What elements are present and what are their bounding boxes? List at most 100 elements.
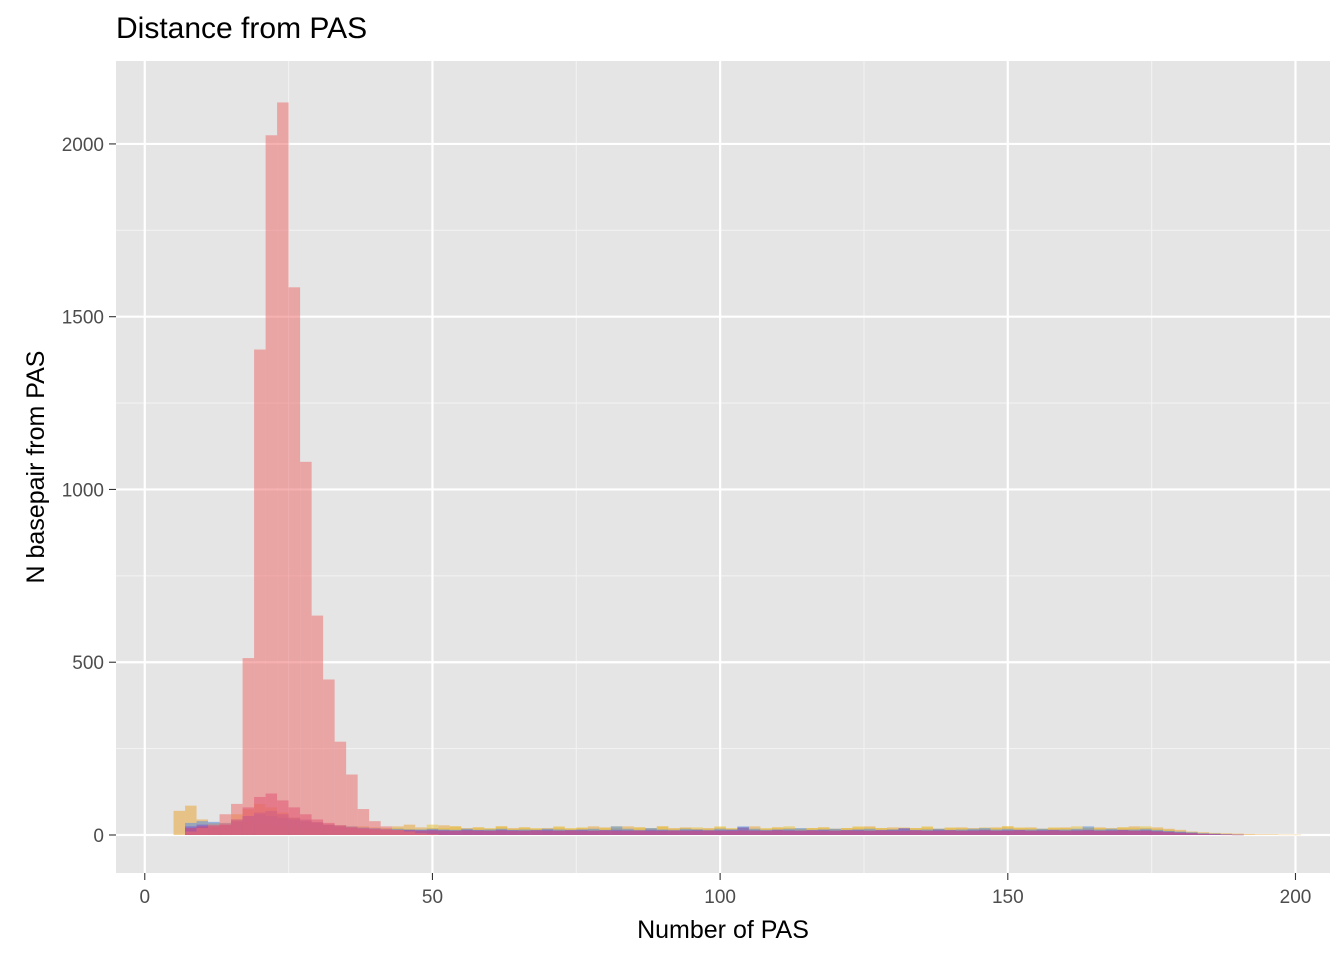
- x-axis: 0 50 100 150 200: [139, 873, 1311, 908]
- histogram-bar: [771, 830, 784, 835]
- histogram-bar: [806, 830, 818, 835]
- histogram-bar: [956, 830, 968, 835]
- histogram-bar: [173, 810, 186, 835]
- y-axis: 0 500 1000 1500 2000: [62, 135, 116, 847]
- histogram-bar: [1140, 830, 1152, 835]
- histogram-bar: [231, 803, 243, 835]
- histogram-bar: [1013, 830, 1026, 835]
- x-tick-label: 100: [704, 887, 736, 908]
- histogram-bar: [472, 830, 485, 835]
- histogram-bar: [346, 774, 358, 835]
- x-tick-label: 50: [422, 887, 443, 908]
- histogram-bars: [173, 102, 1302, 836]
- histogram-bar: [334, 741, 347, 835]
- histogram-bar: [530, 830, 542, 835]
- y-tick-label: 500: [72, 653, 104, 674]
- histogram-bar: [1117, 830, 1129, 835]
- histogram-series: [185, 102, 439, 835]
- histogram-bar: [875, 830, 887, 835]
- histogram-bar: [1128, 830, 1141, 835]
- histogram-bar: [1232, 834, 1244, 836]
- histogram-bar: [1278, 834, 1290, 836]
- histogram-bar: [1105, 830, 1118, 835]
- histogram-bar: [748, 830, 761, 835]
- histogram-bar: [668, 830, 680, 835]
- x-tick-label: 0: [139, 887, 150, 908]
- histogram-bar: [599, 830, 611, 835]
- histogram-bar: [185, 805, 197, 835]
- histogram-bar: [794, 830, 807, 835]
- histogram-bar: [357, 809, 370, 835]
- histogram-bar: [967, 830, 980, 835]
- histogram-bar: [921, 830, 934, 835]
- histogram-bar: [1151, 831, 1164, 835]
- histogram-bar: [817, 830, 830, 835]
- y-tick-label: 1500: [62, 308, 104, 329]
- histogram-bar: [1220, 834, 1233, 836]
- histogram-bar: [1163, 832, 1175, 835]
- histogram-bar: [254, 349, 266, 835]
- histogram-bar: [840, 830, 853, 835]
- histogram-bar: [484, 830, 496, 835]
- histogram-bar: [610, 830, 623, 835]
- histogram-bar: [242, 658, 255, 835]
- histogram-bar: [633, 830, 646, 835]
- histogram-bar: [415, 833, 427, 835]
- y-tick-label: 0: [93, 826, 104, 847]
- histogram-bar: [725, 830, 738, 835]
- x-tick-label: 200: [1280, 887, 1312, 908]
- histogram-bar: [737, 830, 749, 835]
- histogram-bar: [1082, 830, 1095, 835]
- histogram-bar: [714, 830, 726, 835]
- histogram-bar: [645, 830, 657, 835]
- histogram-bar: [300, 461, 312, 835]
- histogram-bar: [933, 830, 945, 835]
- histogram-bar: [691, 830, 703, 835]
- histogram-bar: [1071, 830, 1083, 835]
- histogram-bar: [426, 830, 439, 835]
- histogram-bar: [1059, 830, 1072, 835]
- histogram-bar: [564, 830, 577, 835]
- histogram-bar: [288, 287, 301, 835]
- histogram-bar: [185, 831, 197, 835]
- histogram-bar: [1255, 834, 1267, 835]
- histogram-bar: [1094, 830, 1106, 835]
- histogram-bar: [1002, 830, 1014, 835]
- x-axis-title: Number of PAS: [637, 916, 809, 944]
- histogram-bar: [518, 830, 531, 835]
- histogram-bar: [702, 830, 715, 835]
- histogram-bar: [1220, 833, 1233, 835]
- histogram-bar: [656, 830, 669, 835]
- histogram-bar: [979, 830, 991, 835]
- histogram-bar: [1036, 830, 1049, 835]
- histogram-bar: [392, 829, 404, 835]
- histogram-bar: [507, 830, 519, 835]
- histogram-bar: [852, 830, 864, 835]
- histogram-bar: [196, 828, 209, 835]
- histogram-bar: [1209, 834, 1221, 835]
- histogram-bar: [990, 830, 1003, 835]
- x-tick-label: 150: [992, 887, 1024, 908]
- histogram-bar: [495, 830, 508, 835]
- histogram-bar: [369, 821, 381, 835]
- y-tick-label: 2000: [62, 135, 104, 156]
- histogram-bar: [426, 833, 439, 835]
- histogram-bar: [415, 830, 427, 835]
- histogram-bar: [461, 830, 473, 835]
- histogram-bar: [944, 830, 957, 835]
- histogram-bar: [208, 824, 220, 835]
- histogram-bar: [886, 830, 899, 835]
- histogram-bar: [863, 830, 876, 835]
- histogram-bar: [265, 135, 278, 835]
- histogram-bar: [1266, 834, 1279, 835]
- histogram-bar: [323, 679, 335, 835]
- histogram-bar: [277, 102, 289, 835]
- histogram-bar: [1048, 830, 1060, 835]
- histogram-bar: [438, 830, 450, 835]
- histogram-bar: [576, 830, 588, 835]
- histogram-bar: [760, 830, 772, 835]
- y-tick-label: 1000: [62, 480, 104, 501]
- histogram-bar: [219, 814, 232, 835]
- histogram-bar: [622, 830, 634, 835]
- histogram-bar: [380, 826, 393, 835]
